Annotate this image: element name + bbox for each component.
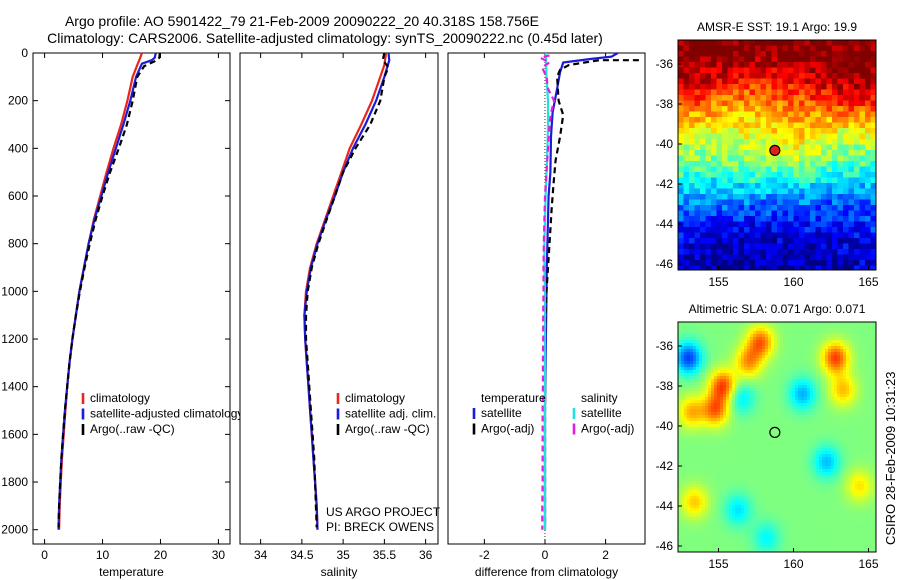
y-tick-label: -40: [656, 137, 674, 151]
legend-entry: climatology: [90, 391, 150, 405]
y-tick-label: 1200: [1, 332, 28, 346]
x-tick-label: 160: [783, 557, 803, 571]
x-tick-label: 0: [41, 548, 48, 562]
y-tick-label: 2000: [1, 523, 28, 537]
y-tick-label: 1800: [1, 475, 28, 489]
x-tick-label: 0: [542, 548, 549, 562]
figure-title-line1: Argo profile: AO 5901422_79 21-Feb-2009 …: [65, 13, 539, 29]
x-tick-label: 34.5: [290, 548, 314, 562]
x-tick-label: 10: [96, 548, 110, 562]
legend-header-temperature: temperature: [481, 391, 546, 405]
series-line-cyan: [543, 52, 550, 530]
x-axis-label: temperature: [99, 565, 164, 579]
sst-map-panel: AMSR-E SST: 19.1 Argo: 19.9 155 160 165 -36 -…: [656, 20, 879, 289]
series-line-black: [57, 52, 161, 528]
y-tick-label: -42: [656, 459, 674, 473]
legend-entry: Argo(..raw -QC): [345, 422, 430, 436]
sla-map-panel: Altimetric SLA: 0.071 Argo: 0.071 155 160 1…: [656, 302, 879, 571]
y-tick-label: -36: [656, 339, 674, 353]
x-axis-label: difference from climatology: [475, 565, 618, 579]
y-tick-label: 1000: [1, 284, 28, 298]
y-tick-label: -44: [656, 217, 674, 231]
x-tick-label: 20: [154, 548, 168, 562]
profile-location-marker: [769, 426, 781, 438]
map-field: [678, 40, 877, 271]
legend-entry: satellite: [481, 406, 522, 420]
x-tick-label: 155: [708, 557, 728, 571]
legend-entry: climatology: [345, 391, 405, 405]
y-tick-label: 1400: [1, 380, 28, 394]
plot-frame: [32, 52, 231, 545]
x-tick-label: 36: [419, 548, 433, 562]
x-axis-label: salinity: [321, 565, 358, 579]
y-tick-label: -42: [656, 177, 674, 191]
legend-entry: Argo(-adj): [481, 422, 534, 436]
x-tick-label: 34: [254, 548, 268, 562]
y-tick-label: -44: [656, 499, 674, 513]
x-tick-label: 160: [783, 275, 803, 289]
legend-entry: satellite: [581, 406, 622, 420]
temperature-panel: 0 10 20 30 0 200 400 600 800 1000 1200 1400 1600 1800…: [1, 46, 243, 579]
y-tick-label: 800: [8, 237, 28, 251]
x-tick-label: 165: [858, 275, 878, 289]
plot-frame: [239, 52, 439, 545]
map-title: AMSR-E SST: 19.1 Argo: 19.9: [697, 20, 857, 34]
salinity-panel: 34 34.5 35 35.5 36 salinity climatology satelli…: [239, 52, 439, 579]
y-tick-label: -38: [656, 97, 674, 111]
project-credit-line1: US ARGO PROJECT: [326, 505, 441, 519]
project-credit-line2: PI: BRECK OWENS: [326, 520, 434, 534]
y-tick-label: -36: [656, 57, 674, 71]
x-tick-label: 155: [708, 275, 728, 289]
map-frame: [677, 321, 877, 553]
legend-entry: Argo(..raw -QC): [90, 422, 175, 436]
y-tick-label: 600: [8, 189, 28, 203]
legend-entry: satellite adj. clim.: [345, 407, 436, 421]
y-tick-label: -40: [656, 419, 674, 433]
legend-entry: Argo(-adj): [581, 422, 634, 436]
y-tick-label: 200: [8, 94, 28, 108]
y-tick-label: 1600: [1, 427, 28, 441]
y-tick-label: -46: [656, 539, 674, 553]
map-field: [678, 322, 877, 553]
figure-title-line2: Climatology: CARS2006. Satellite-adjuste…: [47, 30, 603, 46]
map-frame: [677, 39, 877, 271]
x-tick-label: 165: [858, 557, 878, 571]
x-tick-label: -2: [479, 548, 490, 562]
legend-header-salinity: salinity: [581, 391, 618, 405]
series-line-magenta: [539, 54, 556, 530]
x-tick-label: 30: [212, 548, 226, 562]
side-timestamp-label: CSIRO 28-Feb-2009 10:31:23: [883, 372, 898, 545]
y-tick-label: -38: [656, 379, 674, 393]
x-tick-label: 2: [602, 548, 609, 562]
difference-panel: -2 0 2 difference from climatology temperatu…: [447, 52, 646, 579]
y-tick-label: -46: [656, 257, 674, 271]
legend-entry: satellite-adjusted climatology: [90, 407, 243, 421]
profile-location-marker: [769, 144, 781, 156]
y-tick-label: 0: [21, 46, 28, 60]
x-tick-label: 35.5: [373, 548, 397, 562]
series-line-black: [304, 52, 390, 528]
y-tick-label: 400: [8, 141, 28, 155]
map-title: Altimetric SLA: 0.071 Argo: 0.071: [689, 302, 866, 316]
x-tick-label: 35: [336, 548, 350, 562]
